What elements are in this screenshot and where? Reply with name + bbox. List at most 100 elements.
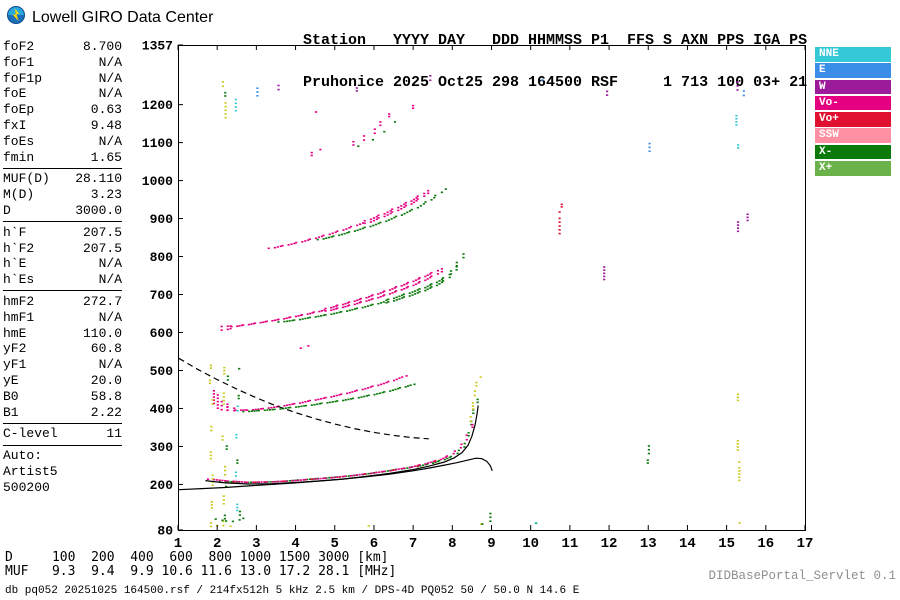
param-value: N/A — [98, 70, 122, 86]
param-row: hmF2 272.7 — [3, 294, 122, 310]
param-value: 272.7 — [82, 293, 122, 309]
legend-item-nne: NNE — [815, 47, 891, 62]
param-row: Auto: — [3, 448, 122, 464]
param-row: foF2 8.700 — [3, 39, 122, 55]
x-tick-label: 14 — [679, 536, 696, 552]
y-tick-label: 900 — [150, 212, 174, 227]
muf-row: MUF 9.3 9.4 9.9 10.6 11.6 13.0 17.2 28.1… — [5, 564, 397, 579]
app-header: Lowell GIRO Data Center — [6, 5, 213, 30]
trace-rfi-15.3-yellow — [736, 393, 741, 482]
trace-rfi-15.3-cyan — [735, 114, 740, 149]
x-tick-label: 15 — [718, 536, 735, 552]
x-tick-label: 6 — [370, 536, 378, 552]
trace-rfi-13-green — [646, 445, 650, 464]
param-value: N/A — [98, 54, 122, 70]
param-label: B1 — [3, 404, 19, 420]
y-tick-label: 400 — [150, 402, 174, 417]
param-row: h`F2 207.5 — [3, 241, 122, 257]
param-row: foEs N/A — [3, 134, 122, 150]
x-tick-label: 4 — [291, 536, 299, 552]
param-label: foEp — [3, 102, 35, 118]
station-header-columns: Station YYYY DAY DDD HHMMSS P1 FFS S AXN… — [303, 32, 808, 49]
param-row: D 3000.0 — [3, 203, 122, 219]
plot-frame — [178, 45, 806, 531]
param-value: N/A — [98, 272, 122, 288]
trace-rfi-2.2 — [221, 81, 227, 527]
trace-top-purple-dots — [277, 75, 432, 92]
legend-item-vo: Vo- — [815, 95, 891, 111]
legend-item-vo: Vo+ — [815, 112, 891, 127]
param-group: Auto: Artist5 500200 — [3, 444, 122, 496]
y-tick-label: 80 — [157, 524, 173, 539]
param-label: C-level — [3, 426, 58, 442]
x-tick-label: 9 — [487, 536, 495, 552]
param-label: hmE — [3, 325, 27, 341]
trace-F-5hop-O — [310, 113, 391, 157]
param-label: fxI — [3, 117, 27, 133]
param-row: hmF1 N/A — [3, 310, 122, 326]
x-tick-label: 17 — [797, 536, 814, 552]
param-row: M(D) 3.23 — [3, 187, 122, 203]
y-tick-label: 1100 — [142, 136, 173, 151]
param-label: hmF2 — [3, 293, 35, 309]
param-label: yE — [3, 372, 19, 388]
param-label: h`Es — [3, 272, 35, 288]
param-row: yF2 60.8 — [3, 341, 122, 357]
param-label: foF1 — [3, 54, 35, 70]
trace-F-4hop-O — [267, 189, 430, 250]
param-label: Artist5 — [3, 463, 58, 479]
param-row: foE N/A — [3, 86, 122, 102]
trace-F-rise-top — [469, 376, 482, 423]
y-tick-label: 1200 — [142, 98, 173, 113]
param-label: foE — [3, 86, 27, 102]
param-label: h`F2 — [3, 240, 35, 256]
trace-dot-cyan — [534, 522, 537, 524]
distance-row: D 100 200 400 600 800 1000 1500 3000 [km… — [5, 550, 389, 565]
param-row: h`E N/A — [3, 256, 122, 272]
param-value: 110.0 — [82, 325, 122, 341]
param-value: 2.22 — [90, 404, 122, 420]
param-value: 20.0 — [90, 372, 122, 388]
param-value: 3.23 — [90, 187, 122, 203]
legend-item-e: E — [815, 63, 891, 78]
param-row: B1 2.22 — [3, 405, 122, 421]
trace-F-2hop-O — [212, 375, 408, 412]
x-tick-label: 7 — [409, 536, 417, 552]
x-tick-label: 12 — [601, 536, 618, 552]
trace-rfi-13-blue — [648, 142, 651, 152]
param-label: B0 — [3, 388, 19, 404]
trace-rfi-11.9-purple — [603, 90, 609, 281]
param-label: fmin — [3, 149, 35, 165]
curve-true-height-profile — [178, 457, 493, 491]
param-row: h`Es N/A — [3, 272, 122, 288]
param-label: MUF(D) — [3, 171, 50, 187]
param-label: D — [3, 202, 11, 218]
trace-rfi-10.75-red — [558, 203, 563, 235]
param-group: h`F 207.5 h`F2 207.5 h`E N/A h`Es N/A — [3, 221, 122, 288]
x-tick-label: 13 — [640, 536, 657, 552]
trace-noise-yellow-dots — [216, 522, 741, 528]
trace-top-blue-dots — [256, 79, 544, 97]
param-row: 500200 — [3, 480, 122, 496]
y-tick-label: 500 — [150, 364, 174, 379]
param-label: yF1 — [3, 357, 27, 373]
param-row: h`F 207.5 — [3, 225, 122, 241]
app-title: Lowell GIRO Data Center — [32, 8, 214, 26]
x-tick-label: 8 — [448, 536, 456, 552]
x-tick-label: 16 — [757, 536, 774, 552]
param-label: hmF1 — [3, 309, 35, 325]
param-row: fmin 1.65 — [3, 150, 122, 166]
param-label: M(D) — [3, 187, 35, 203]
x-tick-label: 1 — [174, 536, 182, 552]
param-row: hmE 110.0 — [3, 326, 122, 342]
param-value: N/A — [98, 256, 122, 272]
y-tick-label: 700 — [150, 288, 174, 303]
trace-F-2hop-X — [242, 383, 416, 413]
param-value: 9.48 — [90, 117, 122, 133]
param-label: 500200 — [3, 479, 50, 495]
param-value: N/A — [98, 86, 122, 102]
legend-item-ssw: SSW — [815, 128, 891, 143]
param-value: 1.65 — [90, 149, 122, 165]
y-tick-label: 1000 — [142, 174, 173, 189]
